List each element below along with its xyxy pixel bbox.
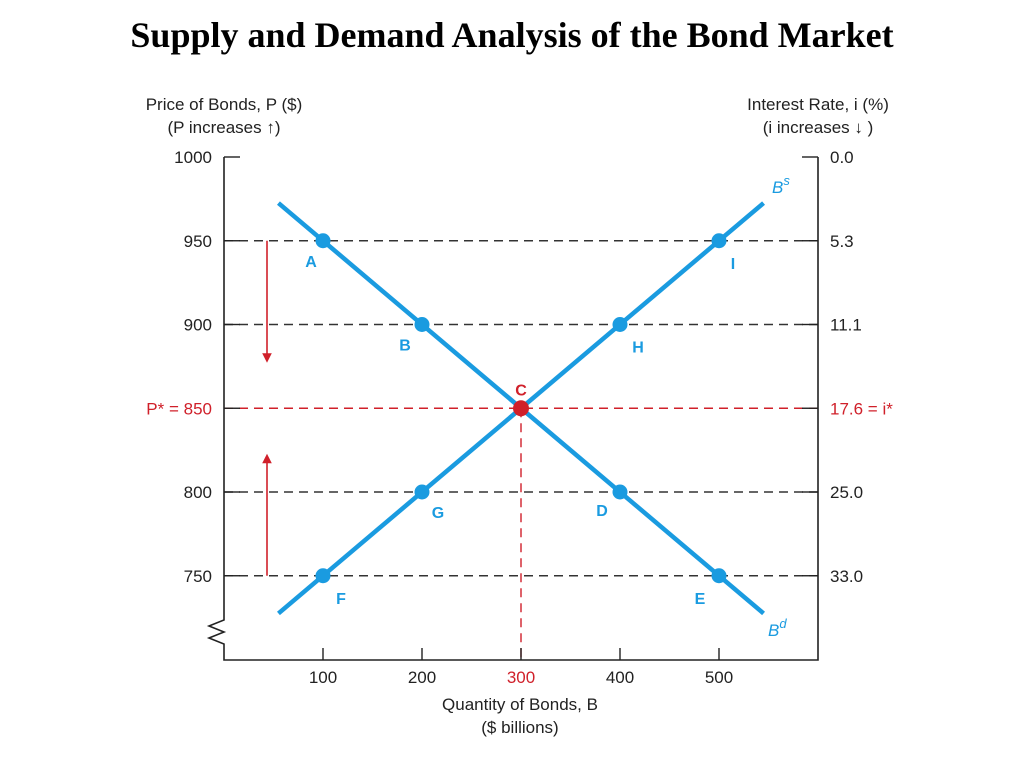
point-a: [315, 233, 331, 249]
left-tick-label: 750: [184, 567, 212, 586]
right-tick-label: 11.1: [830, 316, 862, 335]
point-g: [414, 484, 430, 500]
point-b: [414, 317, 430, 332]
point-label-h: H: [632, 340, 644, 357]
point-label-g: G: [432, 505, 444, 522]
x-axis-sublabel: ($ billions): [481, 718, 558, 737]
equilibrium-point: [513, 400, 529, 417]
left-axis-sublabel: (P increases ↑): [167, 118, 280, 137]
x-tick-label: 300: [507, 668, 535, 687]
right-axis-label: Interest Rate, i (%): [747, 95, 889, 114]
curve-label-bd: Bd: [768, 616, 787, 640]
point-i: [711, 233, 727, 249]
point-label-a: A: [305, 254, 317, 271]
x-tick-label: 400: [606, 668, 634, 687]
left-tick-label: 950: [184, 232, 212, 251]
x-tick-label: 200: [408, 668, 436, 687]
left-tick-label: 800: [184, 483, 212, 502]
point-e: [711, 568, 727, 584]
point-label-b: B: [399, 338, 411, 355]
point-label-d: D: [596, 503, 608, 520]
left-tick-label: 900: [184, 316, 212, 335]
right-tick-label: 25.0: [830, 483, 863, 502]
point-h: [612, 317, 628, 332]
point-f: [315, 568, 331, 584]
point-label-e: E: [695, 591, 706, 608]
right-tick-label: 0.0: [830, 148, 854, 167]
point-label-i: I: [731, 256, 735, 273]
page-title: Supply and Demand Analysis of the Bond M…: [130, 15, 894, 55]
left-axis-label: Price of Bonds, P ($): [146, 95, 303, 114]
left-tick-label: P* = 850: [146, 399, 212, 418]
x-axis-label: Quantity of Bonds, B: [442, 695, 598, 714]
curve-label-bs: Bs: [772, 173, 790, 197]
left-tick-label: 1000: [174, 148, 212, 167]
right-tick-label: 17.6 = i*: [830, 399, 893, 418]
point-d: [612, 484, 628, 500]
x-tick-label: 500: [705, 668, 733, 687]
x-tick-label: 100: [309, 668, 337, 687]
right-tick-label: 33.0: [830, 567, 863, 586]
equilibrium-label: C: [515, 382, 527, 399]
point-label-f: F: [336, 591, 346, 608]
right-axis-sublabel: (i increases ↓ ): [763, 118, 874, 137]
right-tick-label: 5.3: [830, 232, 854, 251]
